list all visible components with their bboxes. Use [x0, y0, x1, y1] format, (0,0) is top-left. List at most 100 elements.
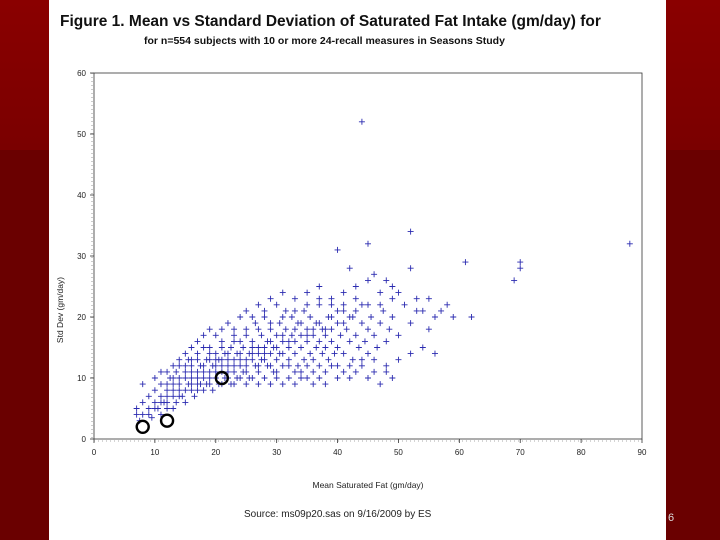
data-point [279, 332, 286, 339]
data-point [358, 118, 365, 125]
data-point [431, 314, 438, 320]
data-point [231, 332, 238, 339]
data-point [267, 326, 274, 333]
data-point [322, 368, 329, 375]
data-point [365, 277, 371, 284]
data-point [358, 362, 365, 369]
data-point [267, 381, 274, 388]
data-point [517, 259, 524, 266]
data-point [224, 320, 231, 327]
data-point [365, 350, 371, 357]
data-point [145, 405, 152, 412]
data-point [194, 368, 201, 375]
data-point [334, 375, 341, 381]
figure-title: Figure 1. Mean vs Standard Deviation of … [60, 13, 601, 30]
data-point [224, 356, 231, 363]
data-point [358, 320, 365, 327]
data-point [133, 405, 140, 412]
data-point [243, 356, 250, 363]
data-point [358, 301, 365, 308]
data-point [279, 362, 286, 369]
data-point [285, 362, 292, 369]
data-point [279, 350, 286, 357]
annotation-circle [214, 370, 230, 386]
data-point [200, 387, 207, 394]
data-point [298, 320, 305, 327]
annotation-circles [135, 370, 230, 434]
data-point [386, 326, 393, 333]
data-point [279, 314, 286, 320]
data-point [209, 387, 216, 394]
data-point [307, 314, 314, 320]
data-point [261, 344, 268, 351]
data-point [334, 362, 341, 369]
data-point [282, 326, 289, 333]
data-point [182, 375, 189, 381]
data-point [194, 350, 201, 357]
data-point [371, 271, 378, 278]
data-point [346, 362, 353, 369]
data-point [340, 289, 347, 296]
data-point [231, 326, 238, 333]
data-point [261, 314, 268, 320]
data-point [243, 326, 250, 333]
data-point [224, 362, 231, 369]
data-point [176, 375, 183, 381]
data-point [291, 307, 298, 314]
data-point [176, 387, 183, 394]
data-point [395, 332, 402, 339]
data-point [310, 356, 317, 363]
data-point [291, 326, 298, 333]
x-tick-label: 0 [92, 448, 97, 457]
data-point [298, 332, 305, 339]
page-number: 6 [668, 512, 675, 524]
data-point [170, 393, 177, 400]
data-point [194, 375, 201, 381]
data-point [389, 375, 396, 381]
x-tick-label: 70 [516, 448, 525, 457]
data-point [188, 387, 195, 394]
data-point [301, 307, 308, 314]
data-point [291, 350, 298, 357]
data-point [273, 356, 280, 363]
data-point [365, 301, 371, 308]
data-point [310, 368, 317, 375]
data-point [170, 381, 177, 388]
data-point [151, 375, 158, 381]
data-point [157, 393, 164, 400]
data-point [304, 289, 311, 296]
data-point [346, 338, 353, 345]
data-point [517, 265, 524, 272]
data-point [170, 362, 177, 369]
data-point [224, 350, 231, 357]
data-point [407, 350, 414, 357]
data-point [407, 265, 414, 272]
data-point [231, 338, 238, 345]
data-point [349, 356, 356, 363]
data-point [304, 338, 311, 345]
data-point [383, 368, 390, 375]
data-point [304, 332, 311, 339]
y-tick-label: 20 [77, 313, 86, 322]
data-point [188, 344, 195, 351]
data-point [389, 283, 396, 290]
x-axis-title: Mean Saturated Fat (gm/day) [312, 480, 423, 490]
data-point [316, 338, 323, 345]
data-point [133, 411, 140, 418]
x-tick-label: 20 [211, 448, 220, 457]
data-point [151, 387, 158, 394]
data-point [157, 381, 164, 388]
data-point [170, 375, 177, 381]
data-point [462, 259, 469, 266]
data-point [273, 301, 280, 308]
x-tick-label: 80 [577, 448, 586, 457]
data-point [468, 314, 475, 320]
data-point [358, 356, 365, 363]
data-point [374, 344, 381, 351]
data-point [377, 381, 384, 388]
data-point [182, 362, 189, 369]
x-tick-label: 10 [150, 448, 159, 457]
data-point [176, 381, 183, 388]
data-point [200, 344, 207, 351]
data-point [285, 338, 292, 345]
